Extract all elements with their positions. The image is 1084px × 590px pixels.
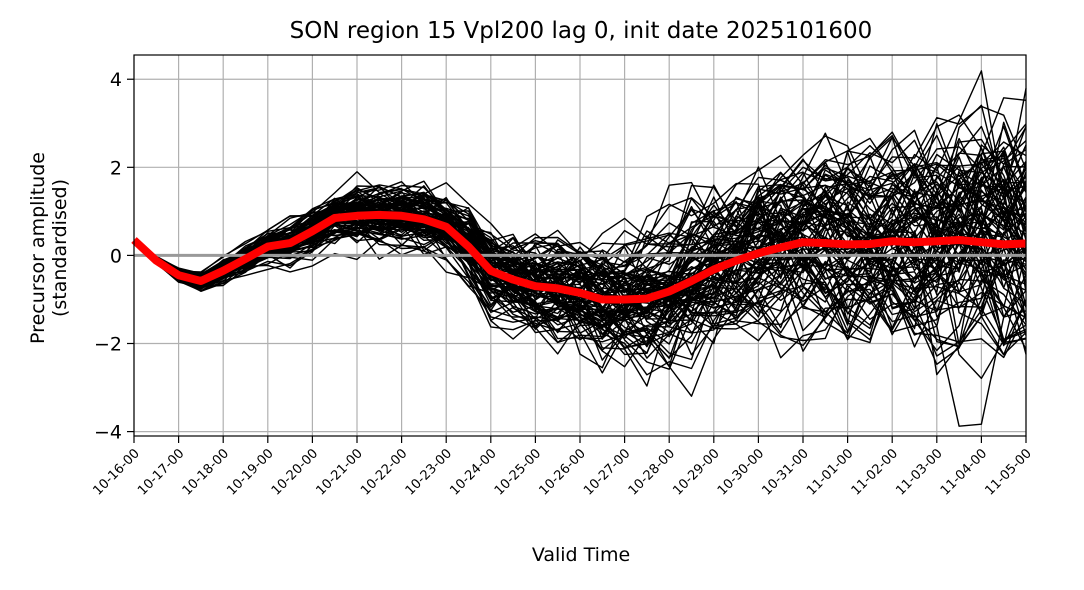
ensemble-member-line <box>133 211 1027 359</box>
y-tick-label: −4 <box>94 422 122 444</box>
x-tick-label: 10-20-00 <box>269 446 321 498</box>
x-tick-label: 10-22-00 <box>358 446 410 498</box>
x-tick-label: 11-03-00 <box>893 446 945 498</box>
ensemble-member-line <box>133 175 1027 344</box>
x-tick-label: 10-17-00 <box>135 446 187 498</box>
x-tick-label: 10-31-00 <box>759 446 811 498</box>
ensemble-member-line <box>133 211 1027 341</box>
x-tick-label: 10-28-00 <box>626 446 678 498</box>
ensemble-mean-line <box>131 210 1027 304</box>
x-tick-label: 10-29-00 <box>670 446 722 498</box>
x-tick-label: 11-02-00 <box>849 446 901 498</box>
x-tick-label: 10-27-00 <box>581 446 633 498</box>
x-tick-label: 11-05-00 <box>982 446 1034 498</box>
x-tick-label: 10-16-00 <box>90 446 142 498</box>
x-tick-label: 10-30-00 <box>715 446 767 498</box>
x-tick-label: 10-21-00 <box>313 446 365 498</box>
y-axis-label-line-2: (standardised) <box>49 179 71 317</box>
y-tick-label: 4 <box>110 69 122 91</box>
x-tick-label: 10-26-00 <box>536 446 588 498</box>
chart-title: SON region 15 Vpl200 lag 0, init date 20… <box>290 18 873 44</box>
x-axis: 10-16-0010-17-0010-18-0010-19-0010-20-00… <box>90 436 1035 499</box>
x-tick-label: 10-24-00 <box>447 446 499 498</box>
y-axis: −4 −2 0 2 4 <box>94 69 134 444</box>
x-tick-label: 10-18-00 <box>180 446 232 498</box>
ensemble-layer <box>133 70 1027 427</box>
y-axis-label: Precursor amplitude (standardised) <box>27 152 71 344</box>
ensemble-member-line <box>133 202 1027 339</box>
x-tick-label: 10-25-00 <box>492 446 544 498</box>
mean-layer <box>131 210 1027 304</box>
y-axis-label-line-1: Precursor amplitude <box>27 152 49 344</box>
x-tick-label: 10-23-00 <box>403 446 455 498</box>
ensemble-member-line <box>133 155 1027 354</box>
y-tick-label: 0 <box>110 245 122 267</box>
x-tick-label: 10-19-00 <box>224 446 276 498</box>
x-axis-label: Valid Time <box>532 544 630 566</box>
y-tick-label: 2 <box>110 157 122 179</box>
x-tick-label: 11-04-00 <box>938 446 990 498</box>
x-tick-label: 11-01-00 <box>804 446 856 498</box>
y-tick-label: −2 <box>94 334 122 356</box>
